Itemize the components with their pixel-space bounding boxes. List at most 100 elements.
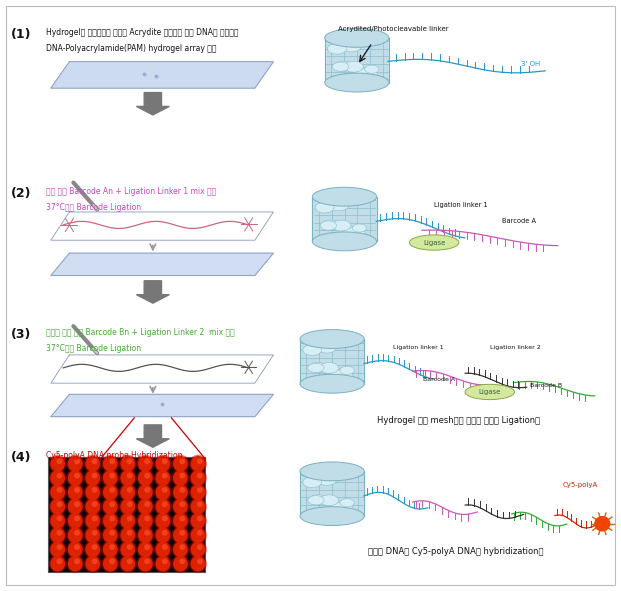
Polygon shape <box>51 394 273 417</box>
Polygon shape <box>51 355 273 383</box>
Ellipse shape <box>137 555 154 573</box>
Ellipse shape <box>300 462 365 481</box>
Ellipse shape <box>300 506 365 525</box>
Ellipse shape <box>179 473 185 479</box>
Ellipse shape <box>109 487 115 493</box>
Ellipse shape <box>162 558 168 564</box>
Ellipse shape <box>101 512 119 530</box>
Ellipse shape <box>101 483 119 501</box>
Ellipse shape <box>92 530 97 535</box>
Polygon shape <box>51 61 273 88</box>
Ellipse shape <box>50 556 65 571</box>
Ellipse shape <box>179 459 185 465</box>
Ellipse shape <box>312 232 377 251</box>
Ellipse shape <box>189 498 207 515</box>
Ellipse shape <box>191 456 206 472</box>
Ellipse shape <box>138 527 153 543</box>
Ellipse shape <box>171 454 189 473</box>
Ellipse shape <box>341 40 361 52</box>
Ellipse shape <box>120 513 135 529</box>
Ellipse shape <box>137 498 154 515</box>
Ellipse shape <box>74 544 80 550</box>
Text: Barcode B: Barcode B <box>530 382 562 388</box>
Ellipse shape <box>127 473 133 479</box>
Ellipse shape <box>171 512 189 530</box>
Ellipse shape <box>127 558 133 564</box>
Ellipse shape <box>316 342 337 353</box>
Ellipse shape <box>119 512 137 530</box>
Text: DNA-Polyacrylamide(PAM) hydrogel array 형성: DNA-Polyacrylamide(PAM) hydrogel array 형… <box>46 44 216 53</box>
Ellipse shape <box>162 501 168 507</box>
Ellipse shape <box>66 498 84 515</box>
Ellipse shape <box>85 541 100 557</box>
FancyBboxPatch shape <box>6 6 615 585</box>
Text: Barcode A: Barcode A <box>502 217 536 224</box>
Ellipse shape <box>57 558 63 564</box>
Ellipse shape <box>329 199 349 211</box>
Text: Ligation linker 1: Ligation linker 1 <box>434 203 487 209</box>
Ellipse shape <box>173 470 188 486</box>
Ellipse shape <box>137 512 154 530</box>
Polygon shape <box>51 253 273 275</box>
Ellipse shape <box>120 527 135 543</box>
Ellipse shape <box>191 556 206 571</box>
Ellipse shape <box>48 469 66 487</box>
Ellipse shape <box>303 477 322 488</box>
Ellipse shape <box>173 499 188 514</box>
Ellipse shape <box>340 499 354 507</box>
Ellipse shape <box>50 527 65 543</box>
Ellipse shape <box>154 498 172 515</box>
Ellipse shape <box>197 558 203 564</box>
Ellipse shape <box>57 501 63 507</box>
Ellipse shape <box>154 483 172 501</box>
Ellipse shape <box>179 487 185 493</box>
Ellipse shape <box>109 530 115 535</box>
Ellipse shape <box>84 469 102 487</box>
Ellipse shape <box>101 526 119 544</box>
Ellipse shape <box>308 363 324 372</box>
Text: Ligation linker 1: Ligation linker 1 <box>392 345 443 350</box>
Ellipse shape <box>179 501 185 507</box>
Ellipse shape <box>309 362 327 373</box>
FancyArrow shape <box>137 93 170 115</box>
Polygon shape <box>325 38 389 83</box>
Ellipse shape <box>68 499 83 514</box>
Ellipse shape <box>162 487 168 493</box>
Ellipse shape <box>66 483 84 501</box>
Ellipse shape <box>340 366 354 375</box>
Ellipse shape <box>162 530 168 535</box>
Ellipse shape <box>154 555 172 573</box>
Polygon shape <box>51 212 273 240</box>
Ellipse shape <box>48 498 66 515</box>
Ellipse shape <box>119 555 137 573</box>
Ellipse shape <box>344 61 363 72</box>
Text: Cy5-polyA DNA probe Hybridization: Cy5-polyA DNA probe Hybridization <box>46 452 183 460</box>
Ellipse shape <box>92 487 97 493</box>
Ellipse shape <box>300 330 365 349</box>
Ellipse shape <box>155 456 170 472</box>
Text: Hydrogel과 공유결합이 가능한 Acrydite 작용기가 달린 DNA를 사용하여: Hydrogel과 공유결합이 가능한 Acrydite 작용기가 달린 DNA… <box>46 28 238 37</box>
Ellipse shape <box>189 483 207 501</box>
Ellipse shape <box>74 459 80 465</box>
Ellipse shape <box>137 454 154 473</box>
Ellipse shape <box>138 541 153 557</box>
Ellipse shape <box>330 501 343 508</box>
Polygon shape <box>312 197 377 241</box>
Ellipse shape <box>103 456 118 472</box>
Text: Ligase: Ligase <box>423 239 445 245</box>
Text: (3): (3) <box>11 328 31 341</box>
Text: 쳸널에 서로 다른 Barcode Bn + Ligation Linker 2  mix 주입: 쳸널에 서로 다른 Barcode Bn + Ligation Linker 2… <box>46 328 235 337</box>
Ellipse shape <box>68 470 83 486</box>
Ellipse shape <box>109 501 115 507</box>
Ellipse shape <box>154 512 172 530</box>
Ellipse shape <box>330 502 353 515</box>
Ellipse shape <box>179 544 185 550</box>
Ellipse shape <box>144 544 150 550</box>
Ellipse shape <box>109 544 115 550</box>
Point <box>157 400 167 409</box>
Ellipse shape <box>74 501 80 507</box>
Ellipse shape <box>173 541 188 557</box>
Ellipse shape <box>119 454 137 473</box>
Text: Hydrogel 내부 mesh에서 바코드 서열이 Ligation됨: Hydrogel 내부 mesh에서 바코드 서열이 Ligation됨 <box>378 416 540 425</box>
Ellipse shape <box>332 62 349 72</box>
